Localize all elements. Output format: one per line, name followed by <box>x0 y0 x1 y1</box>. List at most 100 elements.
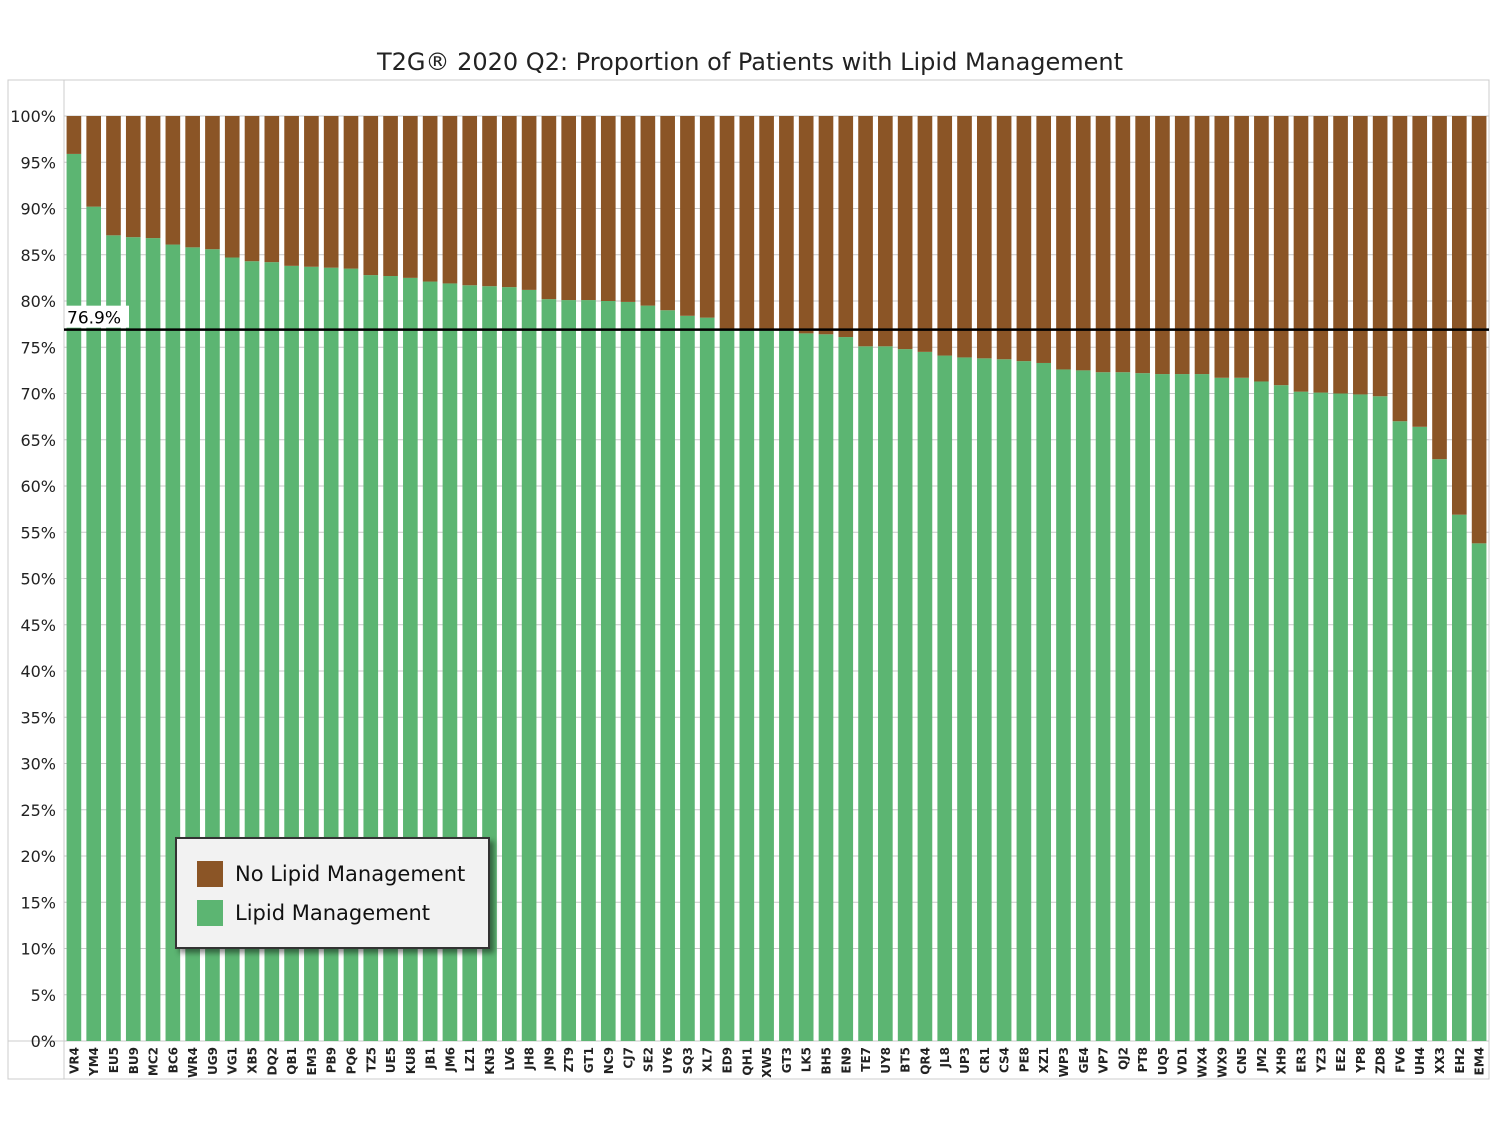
bar-lipid-management <box>976 358 992 1042</box>
bar-no-lipid-management <box>620 116 636 302</box>
bar-lipid-management <box>145 238 161 1042</box>
y-tick-label: 5% <box>31 986 56 1005</box>
x-tick-label: GE4 <box>1077 1047 1091 1073</box>
x-tick-label: FV6 <box>1393 1047 1407 1073</box>
bar-no-lipid-management <box>1293 116 1309 392</box>
x-tick-label: WX4 <box>1196 1047 1210 1078</box>
bar-lipid-management <box>1155 374 1170 1041</box>
bar-no-lipid-management <box>383 116 398 277</box>
bar-lipid-management <box>1115 372 1131 1042</box>
y-tick-label: 85% <box>20 246 56 265</box>
bar-no-lipid-management <box>125 116 141 238</box>
x-tick-label: PE8 <box>1017 1047 1031 1072</box>
bar-lipid-management <box>996 359 1012 1041</box>
x-tick-label: VG1 <box>226 1047 240 1075</box>
bar-no-lipid-management <box>976 116 992 359</box>
y-tick-label: 95% <box>20 153 56 172</box>
bar-no-lipid-management <box>917 116 933 352</box>
x-tick-label: EM4 <box>1473 1047 1487 1076</box>
bar-no-lipid-management <box>600 116 616 301</box>
bar-no-lipid-management <box>937 116 953 356</box>
x-tick-label: VR4 <box>67 1047 81 1074</box>
bar-lipid-management <box>1432 459 1447 1041</box>
x-tick-label: EM3 <box>305 1047 319 1076</box>
bar-no-lipid-management <box>205 116 220 250</box>
bar-no-lipid-management <box>66 116 82 154</box>
bar-no-lipid-management <box>838 116 854 338</box>
bar-lipid-management <box>561 300 577 1041</box>
x-tick-label: QR4 <box>918 1047 932 1075</box>
x-tick-label: LZ1 <box>463 1047 477 1072</box>
bar-no-lipid-management <box>106 116 121 236</box>
bar-lipid-management <box>779 330 794 1042</box>
bar-lipid-management <box>759 330 774 1042</box>
bars <box>66 116 1487 1042</box>
x-tick-label: KU8 <box>404 1047 418 1074</box>
legend-item-no-lipid-management: No Lipid Management <box>197 859 465 889</box>
x-tick-label: WP3 <box>1057 1047 1071 1077</box>
x-tick-label: NC9 <box>602 1047 616 1074</box>
bar-no-lipid-management <box>858 116 873 347</box>
x-tick-label: XH9 <box>1275 1047 1289 1075</box>
y-tick-label: 45% <box>20 616 56 635</box>
bar-lipid-management <box>600 301 616 1041</box>
bar-no-lipid-management <box>145 116 161 239</box>
bar-lipid-management <box>838 337 854 1041</box>
bar-lipid-management <box>1135 373 1150 1041</box>
x-tick-label: QH1 <box>740 1047 754 1076</box>
x-tick-label: BT5 <box>899 1047 913 1073</box>
bar-lipid-management <box>897 349 913 1042</box>
bar-no-lipid-management <box>699 116 715 318</box>
bar-no-lipid-management <box>1214 116 1230 378</box>
bar-no-lipid-management <box>343 116 359 269</box>
x-tick-label: JL8 <box>938 1047 952 1068</box>
legend-label-lipid: Lipid Management <box>235 901 431 925</box>
bar-no-lipid-management <box>541 116 557 300</box>
y-axis: 0% 5% 10% 15% 20% 25% 30% 35% 40% 45% 50% 55% 60% 65%… <box>10 107 56 1051</box>
bar-no-lipid-management <box>304 116 319 267</box>
bar-lipid-management <box>878 346 893 1041</box>
bar-lipid-management <box>1392 421 1408 1041</box>
bar-no-lipid-management <box>1234 116 1249 378</box>
bar-no-lipid-management <box>759 116 774 331</box>
x-tick-label: UH4 <box>1413 1047 1427 1075</box>
x-tick-label: EH2 <box>1453 1047 1467 1074</box>
y-tick-label: 80% <box>20 292 56 311</box>
bar-no-lipid-management <box>660 116 675 311</box>
y-tick-label: 30% <box>20 755 56 774</box>
x-tick-label: ED9 <box>721 1047 735 1074</box>
y-tick-label: 65% <box>20 431 56 450</box>
bar-no-lipid-management <box>1115 116 1131 373</box>
legend: No Lipid Management Lipid Management <box>175 837 490 949</box>
y-tick-label: 60% <box>20 477 56 496</box>
bar-no-lipid-management <box>1432 116 1447 460</box>
x-tick-label: UY6 <box>661 1047 675 1074</box>
bar-lipid-management <box>1471 543 1487 1041</box>
x-tick-label: EE2 <box>1334 1047 1348 1072</box>
bar-lipid-management <box>1016 361 1032 1041</box>
x-tick-label: PB9 <box>325 1047 339 1073</box>
legend-item-lipid-management: Lipid Management <box>197 898 430 928</box>
bar-no-lipid-management <box>996 116 1012 360</box>
bar-no-lipid-management <box>422 116 438 282</box>
x-tick-label: LK5 <box>800 1047 814 1072</box>
x-tick-label: TZ5 <box>364 1047 378 1072</box>
gridlines <box>64 115 1489 1042</box>
x-tick-label: YP8 <box>1354 1047 1368 1074</box>
x-tick-label: XX3 <box>1433 1047 1447 1074</box>
x-tick-label: QB1 <box>285 1047 299 1075</box>
bar-no-lipid-management <box>897 116 913 350</box>
bar-no-lipid-management <box>1372 116 1388 397</box>
legend-label-no-lipid: No Lipid Management <box>235 862 466 886</box>
x-tick-label: JN9 <box>542 1047 556 1071</box>
x-tick-label: UG9 <box>206 1047 220 1075</box>
bar-lipid-management <box>680 315 695 1041</box>
bar-no-lipid-management <box>1155 116 1170 375</box>
bar-lipid-management <box>521 289 537 1041</box>
x-tick-label: XL7 <box>701 1047 715 1072</box>
bar-no-lipid-management <box>680 116 695 316</box>
bar-lipid-management <box>1194 374 1210 1041</box>
bar-no-lipid-management <box>1353 116 1368 395</box>
x-tick-label: PT8 <box>1136 1047 1150 1072</box>
bar-no-lipid-management <box>185 116 200 248</box>
